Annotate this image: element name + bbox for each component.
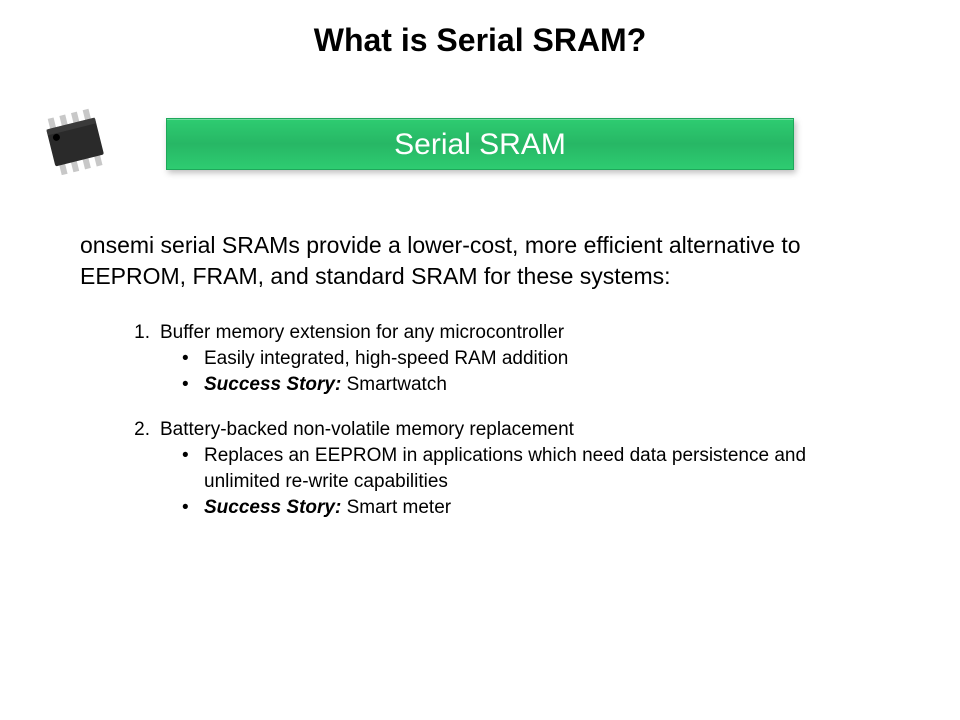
sub-bullet: • Success Story: Smartwatch bbox=[182, 372, 880, 398]
sub-bullet: • Success Story: Smart meter bbox=[182, 495, 880, 521]
bullet-icon: • bbox=[182, 443, 204, 494]
bullet-icon: • bbox=[182, 495, 204, 521]
intro-text: onsemi serial SRAMs provide a lower-cost… bbox=[80, 230, 880, 292]
chip-icon bbox=[40, 102, 118, 180]
bullet-icon: • bbox=[182, 346, 204, 372]
bullet-text: Success Story: Smartwatch bbox=[204, 372, 447, 398]
list-heading: Buffer memory extension for any microcon… bbox=[160, 322, 564, 344]
page-title: What is Serial SRAM? bbox=[0, 0, 960, 59]
banner-label: Serial SRAM bbox=[166, 118, 794, 170]
list-number: 2. bbox=[126, 419, 160, 441]
content: onsemi serial SRAMs provide a lower-cost… bbox=[80, 230, 880, 542]
bullet-text: Replaces an EEPROM in applications which… bbox=[204, 443, 880, 494]
sub-bullet: • Replaces an EEPROM in applications whi… bbox=[182, 443, 880, 494]
list-item: 2. Battery-backed non-volatile memory re… bbox=[126, 419, 880, 520]
sub-bullet: • Easily integrated, high-speed RAM addi… bbox=[182, 346, 880, 372]
bullet-icon: • bbox=[182, 372, 204, 398]
bullet-text: Easily integrated, high-speed RAM additi… bbox=[204, 346, 568, 372]
success-story-label: Success Story: bbox=[204, 497, 341, 518]
list-heading: Battery-backed non-volatile memory repla… bbox=[160, 419, 574, 441]
list-number: 1. bbox=[126, 322, 160, 344]
list-item: 1. Buffer memory extension for any micro… bbox=[126, 322, 880, 397]
success-story-label: Success Story: bbox=[204, 374, 341, 395]
banner-row: Serial SRAM bbox=[0, 110, 960, 180]
numbered-list: 1. Buffer memory extension for any micro… bbox=[126, 322, 880, 520]
bullet-text: Success Story: Smart meter bbox=[204, 495, 451, 521]
